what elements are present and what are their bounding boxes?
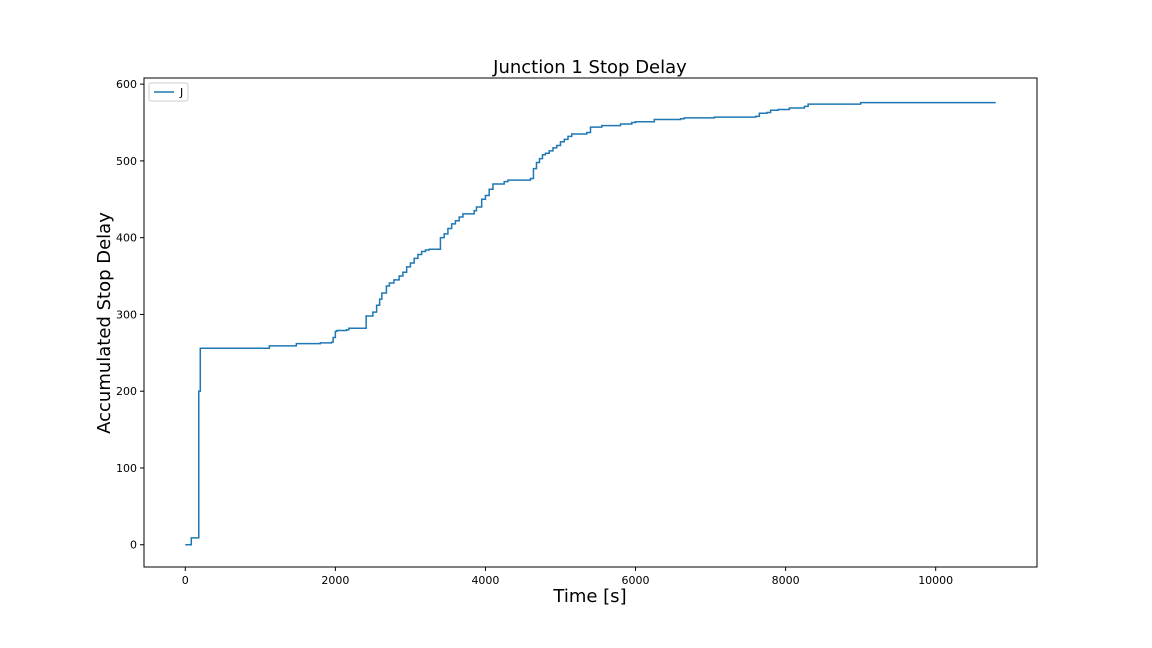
- x-tick-label: 2000: [321, 574, 349, 587]
- legend: J: [148, 82, 189, 102]
- y-tick-label: 0: [130, 539, 137, 552]
- y-tick-label: 100: [116, 462, 137, 475]
- x-axis: 0 2000 4000 6000 8000 10000: [182, 567, 953, 587]
- series-layer: [185, 101, 996, 546]
- x-tick-label: 8000: [772, 574, 800, 587]
- x-tick-label: 0: [182, 574, 189, 587]
- x-tick-label: 6000: [622, 574, 650, 587]
- chart-title: Junction 1 Stop Delay: [492, 57, 687, 78]
- x-tick-label: 4000: [471, 574, 499, 587]
- y-tick-label: 200: [116, 385, 137, 398]
- y-tick-label: 400: [116, 232, 137, 245]
- plot-area: [143, 77, 1038, 568]
- x-axis-label: Time [s]: [552, 586, 626, 607]
- y-tick-label: 300: [116, 308, 137, 321]
- y-axis: 0 100 200 300 400 500 600: [116, 78, 144, 552]
- y-tick-label: 600: [116, 78, 137, 91]
- y-tick-label: 500: [116, 155, 137, 168]
- legend-label: J: [179, 86, 183, 99]
- x-tick-label: 10000: [918, 574, 953, 587]
- y-axis-label: Accumulated Stop Delay: [94, 212, 115, 434]
- series-line: [185, 101, 996, 546]
